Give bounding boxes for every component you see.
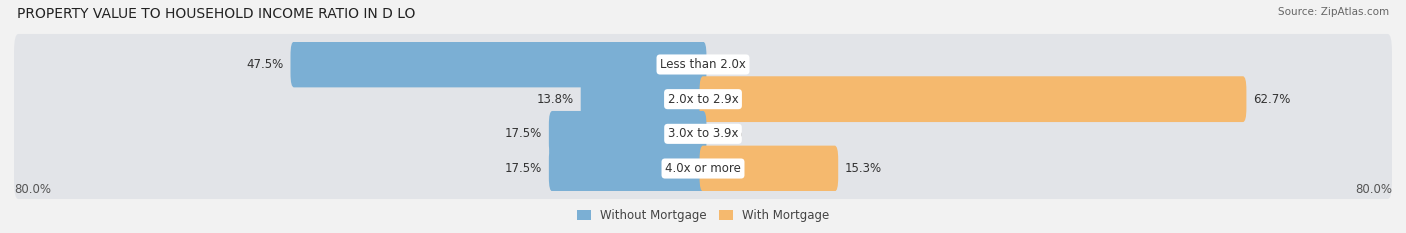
Text: 80.0%: 80.0% bbox=[14, 183, 51, 196]
Text: PROPERTY VALUE TO HOUSEHOLD INCOME RATIO IN D LO: PROPERTY VALUE TO HOUSEHOLD INCOME RATIO… bbox=[17, 7, 415, 21]
FancyBboxPatch shape bbox=[14, 34, 1392, 95]
Text: 80.0%: 80.0% bbox=[1355, 183, 1392, 196]
Text: 0.0%: 0.0% bbox=[713, 127, 742, 140]
FancyBboxPatch shape bbox=[548, 146, 706, 191]
FancyBboxPatch shape bbox=[581, 76, 706, 122]
Text: 62.7%: 62.7% bbox=[1253, 93, 1291, 106]
Text: 13.8%: 13.8% bbox=[537, 93, 574, 106]
FancyBboxPatch shape bbox=[14, 103, 1392, 164]
Text: 2.0x to 2.9x: 2.0x to 2.9x bbox=[668, 93, 738, 106]
Text: 17.5%: 17.5% bbox=[505, 127, 541, 140]
Text: Source: ZipAtlas.com: Source: ZipAtlas.com bbox=[1278, 7, 1389, 17]
FancyBboxPatch shape bbox=[548, 111, 706, 157]
FancyBboxPatch shape bbox=[291, 42, 706, 87]
Text: 3.0x to 3.9x: 3.0x to 3.9x bbox=[668, 127, 738, 140]
FancyBboxPatch shape bbox=[14, 69, 1392, 130]
Text: 4.0x or more: 4.0x or more bbox=[665, 162, 741, 175]
FancyBboxPatch shape bbox=[14, 138, 1392, 199]
Legend: Without Mortgage, With Mortgage: Without Mortgage, With Mortgage bbox=[572, 205, 834, 227]
Text: 0.0%: 0.0% bbox=[713, 58, 742, 71]
Text: 17.5%: 17.5% bbox=[505, 162, 541, 175]
FancyBboxPatch shape bbox=[700, 76, 1246, 122]
Text: Less than 2.0x: Less than 2.0x bbox=[659, 58, 747, 71]
FancyBboxPatch shape bbox=[700, 146, 838, 191]
Text: 15.3%: 15.3% bbox=[845, 162, 882, 175]
Text: 47.5%: 47.5% bbox=[246, 58, 284, 71]
